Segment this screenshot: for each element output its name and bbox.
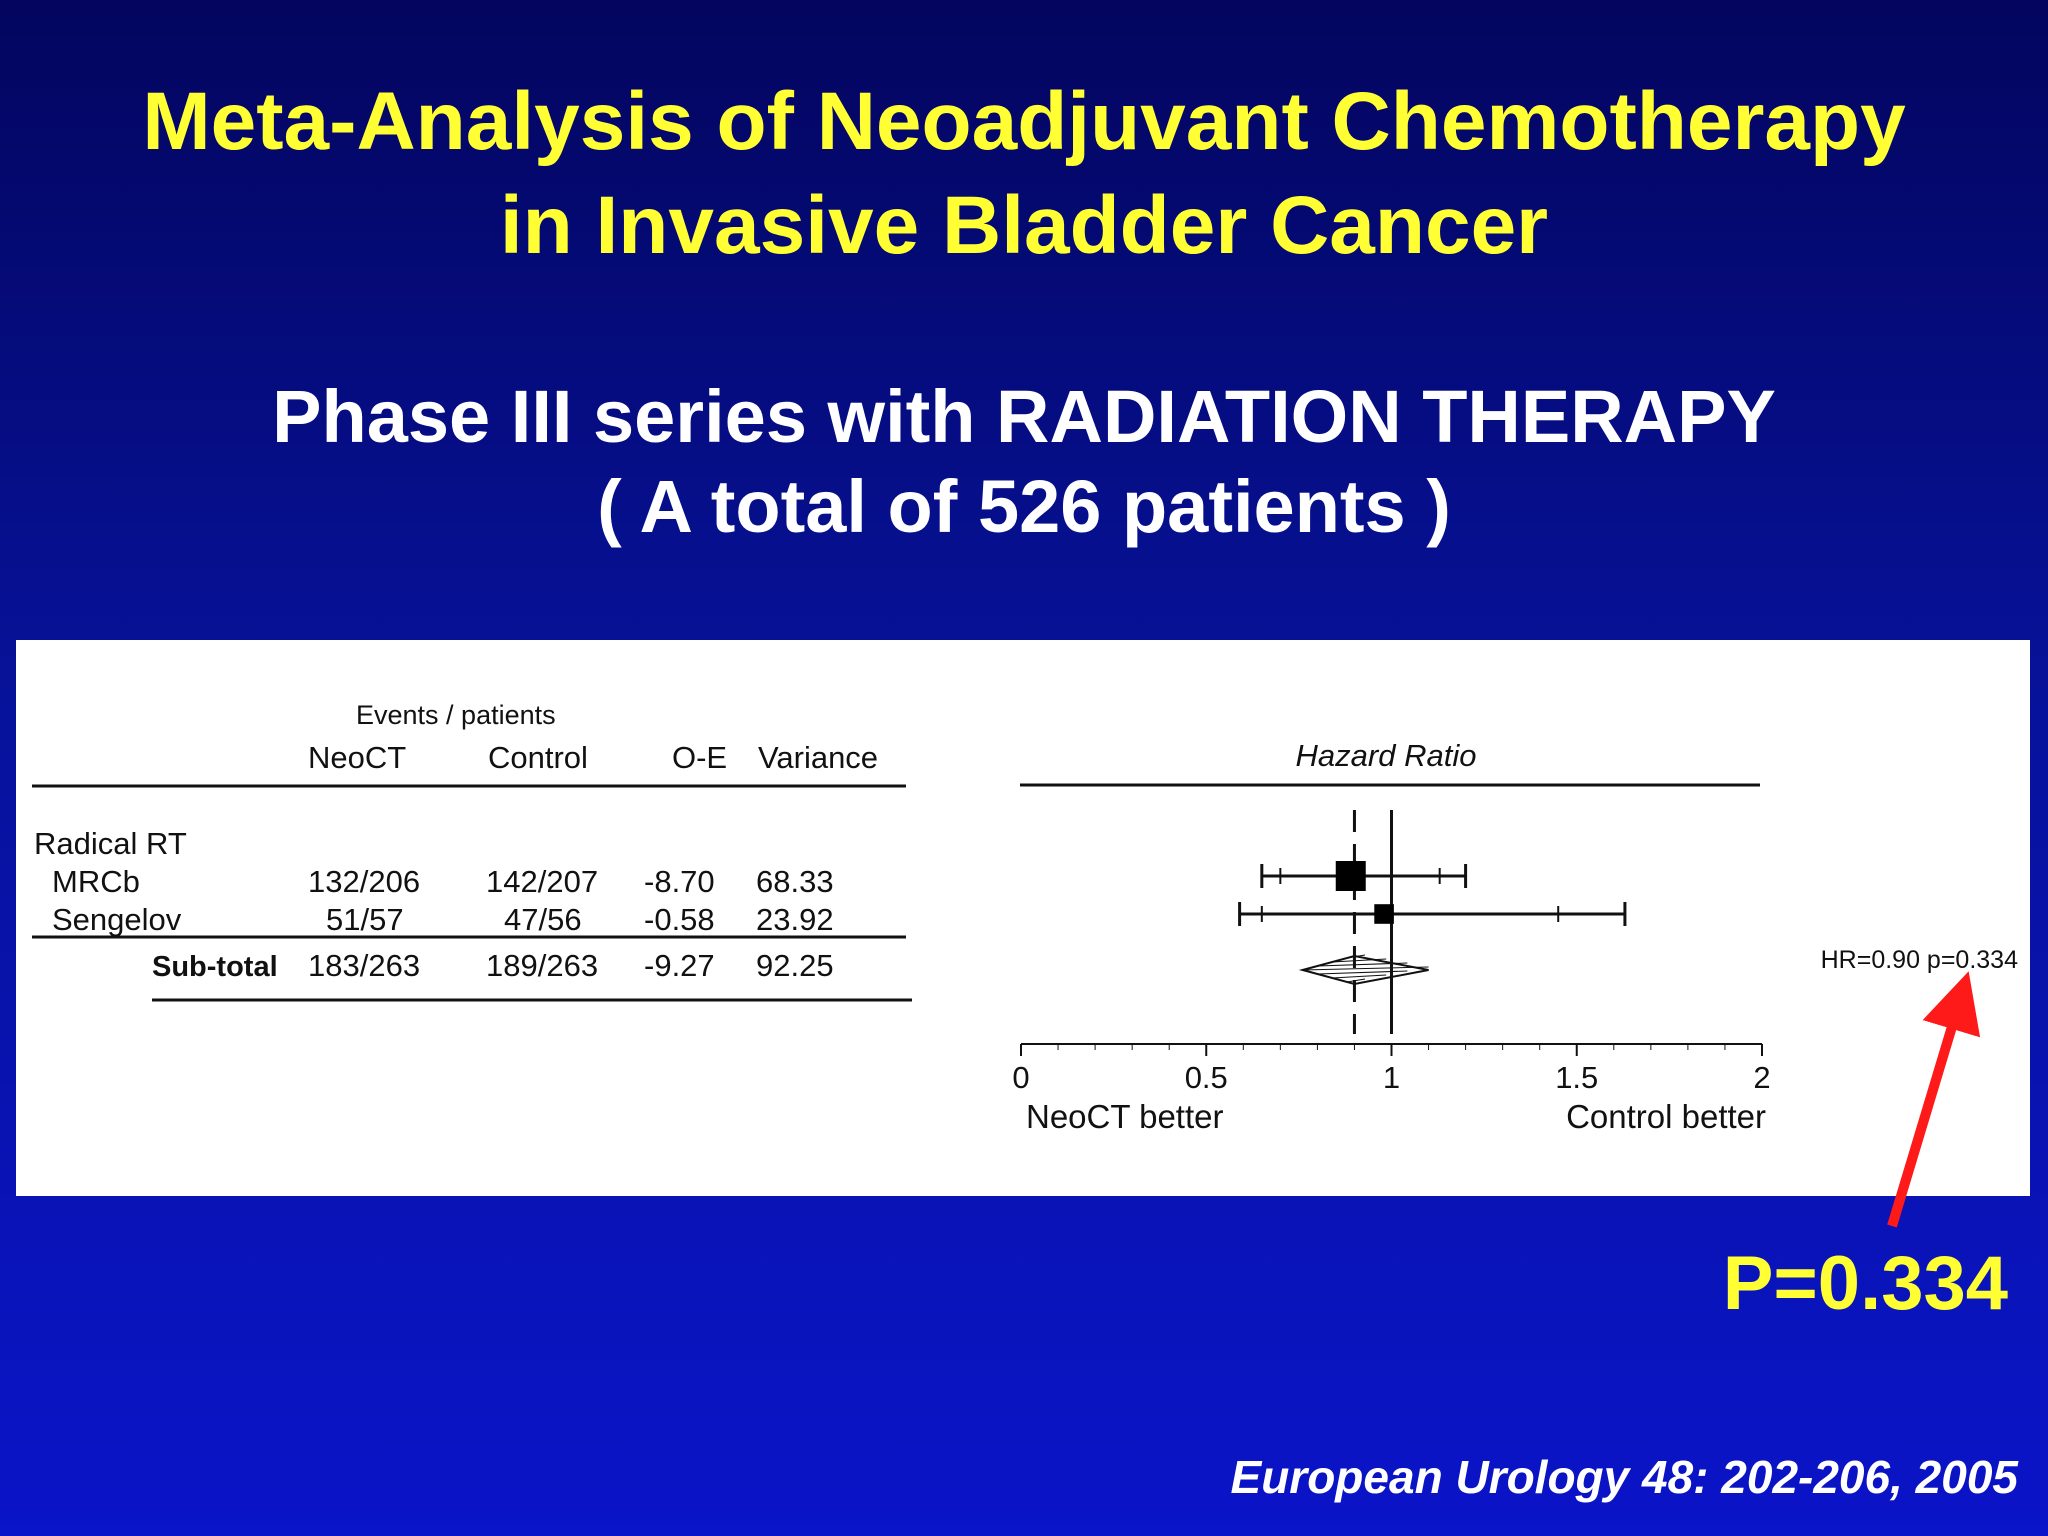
p-value-callout: P=0.334 (1722, 1241, 2008, 1326)
x-tick-label: 0 (1012, 1060, 1029, 1095)
pooled-diamond-hatch (1346, 954, 1366, 959)
row-oe: -0.58 (644, 902, 715, 937)
neoct-better-label: NeoCT better (1026, 1098, 1223, 1135)
pooled-diamond-hatch (1317, 970, 1408, 975)
subtitle-line-2: ( A total of 526 patients ) (597, 465, 1451, 548)
row-variance: 68.33 (756, 864, 834, 899)
row-neoct: 132/206 (308, 864, 420, 899)
row-control: 142/207 (486, 864, 598, 899)
x-tick-label: 0.5 (1185, 1060, 1228, 1095)
pooled-diamond-hatch (1317, 962, 1408, 967)
subtotal-neoct: 183/263 (308, 948, 420, 983)
title-line-1: Meta-Analysis of Neoadjuvant Chemotherap… (142, 76, 1906, 167)
row-control: 47/56 (504, 902, 582, 937)
events-patients-header: Events / patients (356, 700, 556, 730)
forest-plot-marks: 0 0.5 1 1.5 2 (1012, 810, 1771, 1095)
pooled-diamond-hatch (1332, 974, 1387, 979)
row-name: Sengelov (52, 902, 182, 937)
pooled-diamond-hatch (1302, 966, 1429, 971)
title-line-2: in Invasive Bladder Cancer (499, 180, 1549, 271)
pooled-diamond-hatch (1346, 978, 1366, 983)
x-tick-label: 2 (1753, 1060, 1770, 1095)
row-name: MRCb (52, 864, 140, 899)
hr-annotation: HR=0.90 p=0.334 (1821, 946, 2018, 974)
x-tick-label: 1.5 (1555, 1060, 1598, 1095)
table-row: MRCb 132/206 142/207 -8.70 68.33 (52, 864, 834, 899)
slide-title: Meta-Analysis of Neoadjuvant Chemotherap… (0, 70, 2048, 278)
section-label: Radical RT (34, 826, 187, 861)
col-header-variance: Variance (758, 740, 878, 775)
subtotal-control: 189/263 (486, 948, 598, 983)
forest-plot-panel: Events / patients NeoCT Control O-E Vari… (16, 640, 2030, 1196)
row-variance: 23.92 (756, 902, 834, 937)
pooled-diamond-hatch (1332, 958, 1387, 963)
col-header-control: Control (488, 740, 588, 775)
subtotal-oe: -9.27 (644, 948, 715, 983)
x-tick-label: 1 (1383, 1060, 1400, 1095)
col-header-oe: O-E (672, 740, 727, 775)
col-header-neoct: NeoCT (308, 740, 406, 775)
citation: European Urology 48: 202-206, 2005 (1230, 1451, 2018, 1503)
slide-subtitle: Phase III series with RADIATION THERAPY … (0, 372, 2048, 552)
row-oe: -8.70 (644, 864, 715, 899)
hazard-ratio-title: Hazard Ratio (1296, 738, 1477, 773)
control-better-label: Control better (1566, 1098, 1766, 1135)
study-point (1335, 861, 1366, 891)
subtotal-variance: 92.25 (756, 948, 834, 983)
pooled-diamond (1298, 954, 1429, 986)
forest-plot-svg: Events / patients NeoCT Control O-E Vari… (32, 700, 2018, 1135)
subtotal-row: Sub-total 183/263 189/263 -9.27 92.25 (152, 948, 834, 983)
table-row: Sengelov 51/57 47/56 -0.58 23.92 (52, 902, 834, 937)
study-point (1374, 904, 1394, 924)
subtitle-line-1: Phase III series with RADIATION THERAPY (272, 375, 1776, 458)
subtotal-name: Sub-total (152, 951, 278, 983)
row-neoct: 51/57 (326, 902, 404, 937)
